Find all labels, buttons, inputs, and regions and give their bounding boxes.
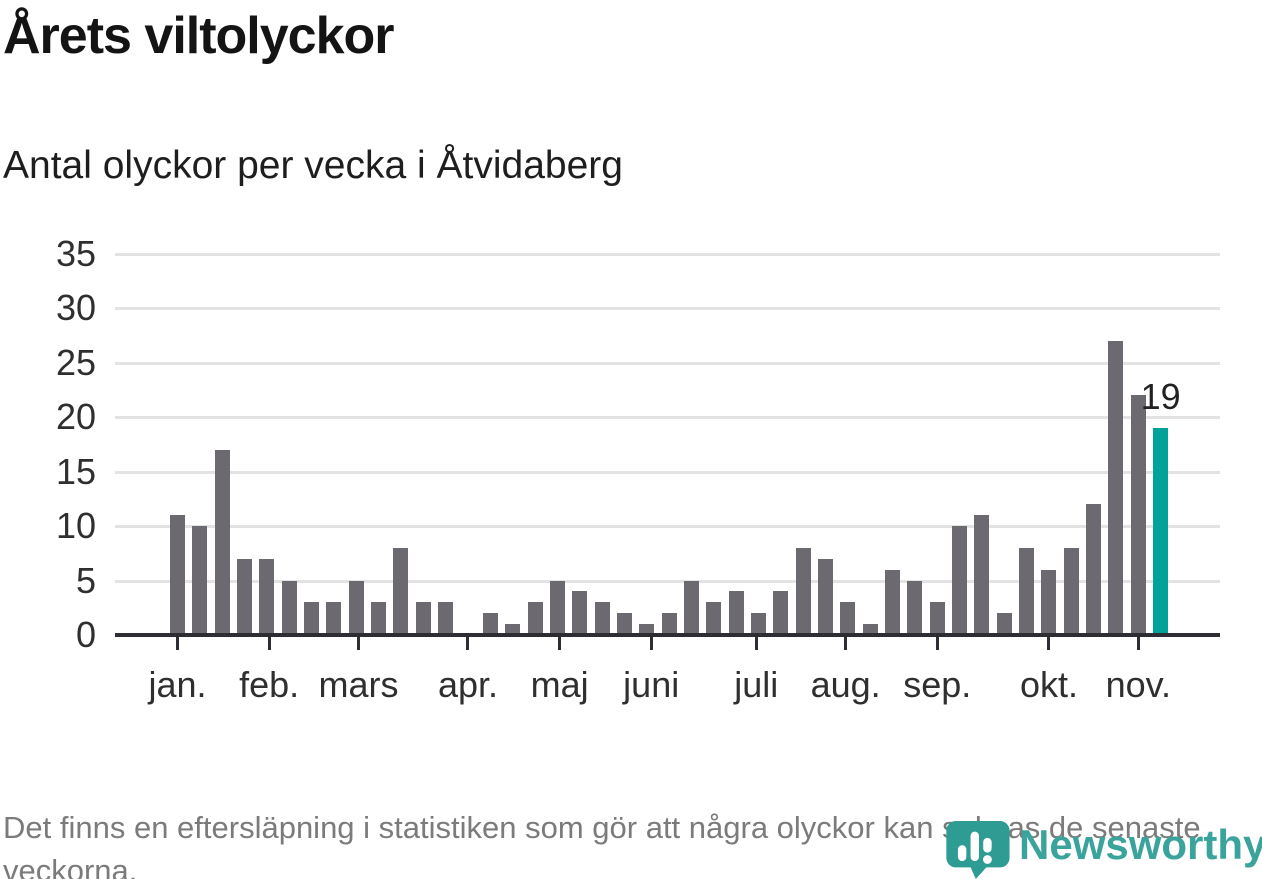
x-axis-label-maj: maj [530, 664, 589, 705]
bar-week-18 [549, 580, 565, 635]
bar-week-9 [348, 580, 364, 635]
gridline-y-15 [115, 470, 1220, 474]
bar-week-15 [482, 613, 498, 635]
bar-week-1 [170, 515, 185, 635]
y-axis-label-35: 35 [55, 232, 96, 274]
gridline-y-35 [115, 252, 1220, 256]
bar-week-6 [281, 580, 297, 635]
y-axis-label-10: 10 [55, 505, 96, 546]
bar-week-45 [1153, 427, 1169, 635]
bar-week-7 [304, 602, 320, 635]
bar-week-25 [706, 602, 722, 635]
bar-week-37 [974, 515, 990, 635]
x-tick-jan [176, 637, 179, 650]
x-tick-mars [356, 637, 360, 650]
y-axis-label-20: 20 [55, 396, 96, 437]
bar-week-31 [840, 602, 856, 635]
x-tick-juni [649, 637, 653, 650]
bar-week-29 [795, 547, 811, 635]
newsworthy-logo: Newsworthy [945, 820, 1262, 879]
y-axis-label-25: 25 [55, 341, 96, 383]
bar-week-43 [1108, 340, 1124, 635]
gridline-y-10 [115, 525, 1220, 528]
bar-week-21 [616, 613, 632, 635]
newsworthy-logo-text: Newsworthy [1019, 821, 1262, 868]
bar-week-8 [326, 602, 342, 635]
bar-week-10 [371, 602, 387, 635]
x-axis-label-nov: nov. [1105, 664, 1172, 705]
x-axis-label-jan: jan. [148, 664, 207, 705]
x-axis-label-juli: juli [734, 664, 779, 705]
x-axis-label-mars: mars [318, 664, 399, 705]
x-tick-sep [935, 637, 939, 650]
x-axis-label-okt: okt. [1019, 664, 1078, 705]
bar-week-5 [259, 558, 275, 635]
x-tick-apr [466, 637, 470, 650]
bar-week-28 [773, 591, 789, 635]
x-axis-line [115, 633, 1220, 637]
newsworthy-bubble-chart-icon [946, 821, 1010, 879]
bar-week-38 [996, 613, 1012, 635]
x-axis-label-apr: apr. [437, 664, 498, 705]
bar-week-4 [237, 558, 253, 635]
y-axis-label-0: 0 [75, 614, 96, 655]
gridline-y-5 [115, 579, 1220, 583]
x-axis-label-aug: aug. [810, 664, 881, 705]
bar-week-36 [952, 526, 968, 635]
x-tick-feb [267, 637, 271, 650]
x-tick-maj [558, 637, 562, 650]
bar-week-20 [594, 602, 610, 635]
chart-title: Årets viltolyckor [3, 7, 394, 65]
y-axis-label-30: 30 [55, 287, 96, 328]
bar-week-11 [393, 547, 409, 635]
bar-week-39 [1019, 547, 1035, 635]
bar-week-22 [639, 624, 655, 635]
bar-week-19 [572, 591, 588, 635]
chart-subtitle: Antal olyckor per vecka i Åtvidaberg [3, 144, 623, 187]
highlight-value-label: 19 [1140, 375, 1181, 417]
y-axis-label-5: 5 [75, 559, 96, 601]
bar-week-26 [728, 591, 744, 635]
bar-week-30 [818, 558, 833, 635]
bar-week-41 [1063, 547, 1079, 635]
bar-week-35 [929, 602, 945, 635]
bar-week-24 [683, 580, 699, 635]
x-tick-okt [1047, 637, 1051, 650]
bar-week-32 [862, 624, 878, 635]
x-axis-label-juni: juni [623, 664, 680, 705]
y-axis-label-15: 15 [55, 450, 96, 492]
bar-week-23 [661, 613, 677, 635]
bar-week-17 [527, 602, 543, 635]
bar-week-40 [1041, 569, 1057, 635]
bar-week-3 [214, 449, 230, 635]
bar-week-33 [885, 569, 901, 635]
bar-week-34 [907, 580, 923, 635]
x-tick-aug [844, 637, 848, 650]
x-axis-label-feb: feb. [239, 664, 300, 705]
x-axis-label-sep: sep. [903, 664, 972, 705]
bar-week-44 [1130, 395, 1146, 635]
gridline-y-25 [115, 361, 1220, 365]
x-tick-nov [1136, 637, 1140, 650]
bar-week-42 [1086, 504, 1102, 635]
x-tick-juli [754, 637, 758, 650]
bar-week-12 [415, 602, 431, 635]
gridline-y-20 [115, 416, 1220, 419]
bar-week-13 [438, 602, 454, 635]
bar-week-16 [505, 624, 521, 635]
bar-week-2 [192, 526, 208, 635]
gridline-y-30 [115, 307, 1220, 310]
bar-week-27 [750, 613, 766, 635]
